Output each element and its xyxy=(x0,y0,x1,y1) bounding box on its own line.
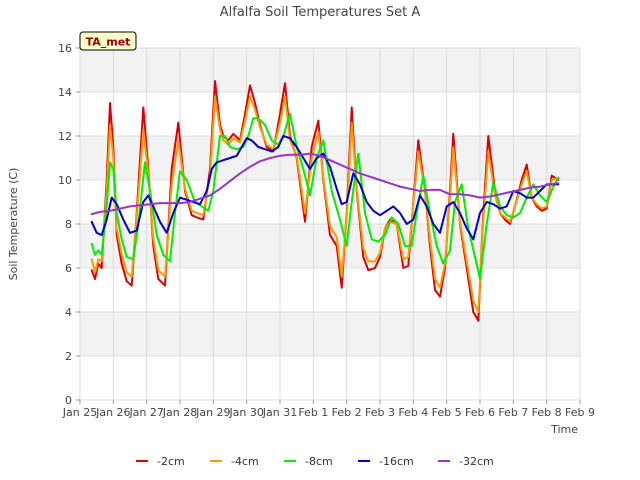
x-tick-label: Jan 30 xyxy=(228,406,263,419)
y-tick-label: 16 xyxy=(58,42,72,55)
x-tick-label: Jan 31 xyxy=(262,406,297,419)
x-tick-label: Feb 7 xyxy=(498,406,528,419)
legend-label: -16cm xyxy=(379,455,414,468)
legend-label: -4cm xyxy=(231,455,259,468)
series-line-8cm xyxy=(90,113,560,280)
legend-item: -2cm xyxy=(136,455,185,468)
legend-item: -4cm xyxy=(210,455,259,468)
plot-band xyxy=(80,48,580,92)
y-tick-label: 0 xyxy=(65,394,72,407)
chart-title: Alfalfa Soil Temperatures Set A xyxy=(220,5,421,20)
y-axis-label: Soil Temperature (C) xyxy=(7,168,20,281)
legend-item: -32cm xyxy=(438,455,494,468)
series-line-32cm xyxy=(90,152,560,216)
annotation-label: TA_met xyxy=(86,36,131,49)
x-tick-label: Feb 9 xyxy=(565,406,595,419)
x-tick-label: Jan 26 xyxy=(95,406,130,419)
legend-item: -8cm xyxy=(284,455,333,468)
plot-background-bands xyxy=(80,48,580,356)
annotation-box-frame xyxy=(79,31,137,51)
legend-item: -16cm xyxy=(358,455,414,468)
x-tick-label: Jan 28 xyxy=(162,406,197,419)
y-tick-label: 14 xyxy=(58,86,72,99)
y-tick-label: 4 xyxy=(65,306,72,319)
annotation-box: TA_met xyxy=(79,31,137,51)
legend-label: -2cm xyxy=(157,455,185,468)
series-lines xyxy=(90,80,560,322)
x-tick-label: Feb 1 xyxy=(298,406,328,419)
y-tick-label: 6 xyxy=(65,262,72,275)
plot-band xyxy=(80,312,580,356)
series-line-16cm xyxy=(90,135,560,241)
legend-label: -8cm xyxy=(305,455,333,468)
y-tick-label: 12 xyxy=(58,130,72,143)
series-line-2cm xyxy=(90,80,560,322)
x-tick-label: Feb 3 xyxy=(365,406,395,419)
plot-band xyxy=(80,136,580,180)
y-tick-label: 10 xyxy=(58,174,72,187)
x-tick-label: Feb 5 xyxy=(432,406,462,419)
x-tick-label: Feb 6 xyxy=(465,406,495,419)
x-tick-label: Jan 29 xyxy=(195,406,230,419)
y-tick-label: 2 xyxy=(65,350,72,363)
series-line-4cm xyxy=(90,95,560,313)
legend: -2cm -4cm -8cm -16cm -32cm xyxy=(136,455,494,468)
legend-label: -32cm xyxy=(459,455,494,468)
x-tick-label: Jan 27 xyxy=(128,406,163,419)
x-tick-label: Feb 2 xyxy=(332,406,362,419)
x-tick-label: Feb 4 xyxy=(398,406,428,419)
x-tick-label: Feb 8 xyxy=(532,406,562,419)
y-axis: 0 2 4 6 8 10 12 14 16 xyxy=(58,42,80,407)
y-tick-label: 8 xyxy=(65,218,72,231)
x-tick-label: Jan 25 xyxy=(62,406,97,419)
x-axis-label: Time xyxy=(550,423,578,436)
